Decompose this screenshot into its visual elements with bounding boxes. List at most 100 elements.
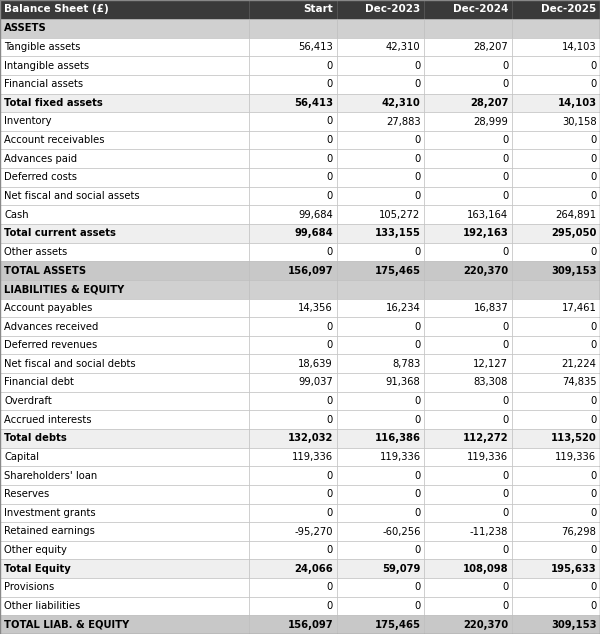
Bar [512, 522, 600, 541]
Text: 16,837: 16,837 [473, 303, 508, 313]
Text: 0: 0 [590, 172, 596, 183]
Text: 99,684: 99,684 [294, 228, 333, 238]
Bar [337, 243, 424, 261]
Text: 0: 0 [415, 79, 421, 89]
Bar [249, 280, 337, 299]
Text: Inventory: Inventory [4, 117, 52, 127]
Bar [249, 429, 337, 448]
Text: Other liabilities: Other liabilities [4, 601, 80, 611]
Bar [249, 168, 337, 187]
Bar [0, 317, 249, 336]
Bar [512, 578, 600, 597]
Text: 0: 0 [327, 601, 333, 611]
Bar [424, 597, 512, 616]
Bar [249, 522, 337, 541]
Text: 132,032: 132,032 [287, 433, 333, 443]
Bar [424, 261, 512, 280]
Text: 175,465: 175,465 [374, 266, 421, 276]
Bar [0, 410, 249, 429]
Text: 0: 0 [327, 154, 333, 164]
Text: 17,461: 17,461 [562, 303, 596, 313]
Text: 21,224: 21,224 [562, 359, 596, 369]
Bar [337, 150, 424, 168]
Text: 0: 0 [502, 247, 508, 257]
Text: 16,234: 16,234 [386, 303, 421, 313]
Bar [337, 392, 424, 410]
Bar [424, 243, 512, 261]
Bar [0, 205, 249, 224]
Bar [0, 0, 249, 19]
Bar [424, 559, 512, 578]
Text: Cash: Cash [4, 210, 29, 220]
Text: 0: 0 [590, 247, 596, 257]
Bar [337, 37, 424, 56]
Text: Retained earnings: Retained earnings [4, 526, 95, 536]
Bar [249, 597, 337, 616]
Bar [512, 485, 600, 503]
Bar [337, 19, 424, 37]
Text: ASSETS: ASSETS [4, 23, 47, 34]
Text: 30,158: 30,158 [562, 117, 596, 127]
Text: Other equity: Other equity [4, 545, 67, 555]
Text: 0: 0 [327, 508, 333, 518]
Bar [249, 392, 337, 410]
Bar [0, 485, 249, 503]
Bar [512, 0, 600, 19]
Text: 119,336: 119,336 [379, 452, 421, 462]
Text: 27,883: 27,883 [386, 117, 421, 127]
Text: LIABILITIES & EQUITY: LIABILITIES & EQUITY [4, 284, 124, 294]
Bar [512, 243, 600, 261]
Text: 14,356: 14,356 [298, 303, 333, 313]
Text: Account receivables: Account receivables [4, 135, 105, 145]
Bar [249, 373, 337, 392]
Bar [337, 354, 424, 373]
Text: 116,386: 116,386 [374, 433, 421, 443]
Bar [249, 261, 337, 280]
Text: Advances received: Advances received [4, 321, 98, 332]
Bar [424, 541, 512, 559]
Text: 0: 0 [502, 172, 508, 183]
Text: 14,103: 14,103 [562, 42, 596, 52]
Text: 0: 0 [590, 321, 596, 332]
Bar [249, 336, 337, 354]
Bar [0, 392, 249, 410]
Bar [424, 392, 512, 410]
Text: 133,155: 133,155 [375, 228, 421, 238]
Text: 18,639: 18,639 [298, 359, 333, 369]
Text: 113,520: 113,520 [551, 433, 596, 443]
Bar [424, 37, 512, 56]
Bar [337, 336, 424, 354]
Bar [512, 354, 600, 373]
Bar [0, 75, 249, 94]
Bar [424, 112, 512, 131]
Bar [249, 112, 337, 131]
Text: 195,633: 195,633 [551, 564, 596, 574]
Text: 0: 0 [590, 79, 596, 89]
Text: 0: 0 [415, 154, 421, 164]
Text: 56,413: 56,413 [294, 98, 333, 108]
Text: Reserves: Reserves [4, 489, 49, 499]
Text: 91,368: 91,368 [386, 377, 421, 387]
Bar [0, 150, 249, 168]
Bar [249, 94, 337, 112]
Bar [0, 261, 249, 280]
Bar [512, 94, 600, 112]
Bar [337, 224, 424, 243]
Text: 0: 0 [502, 545, 508, 555]
Bar [512, 168, 600, 187]
Text: Total fixed assets: Total fixed assets [4, 98, 103, 108]
Bar [512, 503, 600, 522]
Bar [512, 205, 600, 224]
Bar [249, 19, 337, 37]
Bar [249, 466, 337, 485]
Bar [0, 559, 249, 578]
Bar [0, 373, 249, 392]
Bar [424, 131, 512, 150]
Text: Dec-2024: Dec-2024 [453, 4, 508, 15]
Text: 0: 0 [415, 489, 421, 499]
Text: 0: 0 [327, 135, 333, 145]
Bar [249, 354, 337, 373]
Bar [249, 541, 337, 559]
Bar [512, 150, 600, 168]
Bar [0, 56, 249, 75]
